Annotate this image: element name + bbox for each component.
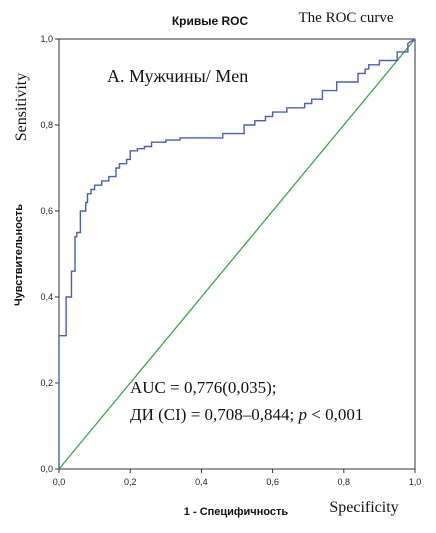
x-tick-label: 0,8 <box>338 477 351 487</box>
p-value-symbol: p <box>298 405 308 424</box>
ci-annotation: ДИ (CI) = 0,708–0,844; p < 0,001 <box>130 405 363 424</box>
reference-diagonal-line <box>58 38 416 470</box>
x-tick-label: 0,0 <box>53 477 66 487</box>
x-tick-label: 0,4 <box>195 477 208 487</box>
ci-annotation-prefix: ДИ (CI) = 0,708–0,844; <box>130 405 299 424</box>
chart-title-en: The ROC curve <box>299 10 394 26</box>
y-tick-label: 0,8 <box>40 120 53 130</box>
y-axis-label: Чувствительность <box>13 204 25 306</box>
x-axis-label: 1 - Специфичность <box>184 506 289 518</box>
x-tick-label: 0,2 <box>124 477 137 487</box>
y-axis-label-en: Sensitivity <box>13 73 30 141</box>
chart-title: Кривые ROC <box>172 14 249 28</box>
x-tick-label: 1,0 <box>409 477 422 487</box>
y-tick-label: 0,6 <box>40 206 53 216</box>
y-tick-label: 0,0 <box>40 464 53 474</box>
p-value-text: < 0,001 <box>307 405 363 424</box>
auc-annotation: AUC = 0,776(0,035); <box>130 378 277 397</box>
y-tick-label: 0,2 <box>40 378 53 388</box>
y-tick-label: 0,4 <box>40 292 53 302</box>
series-lines <box>58 38 416 470</box>
x-axis-label-en: Specificity <box>329 499 398 516</box>
roc-curve-line <box>58 38 416 469</box>
y-tick-label: 1,0 <box>40 34 53 44</box>
x-tick-label: 0,6 <box>266 477 279 487</box>
panel-label: А. Мужчины/ Men <box>107 66 248 86</box>
axis-ticks: 0,0 0,2 0,4 0,6 0,8 1,0 0,0 0,2 0,4 0,6 0,8 1,0 <box>40 34 421 487</box>
